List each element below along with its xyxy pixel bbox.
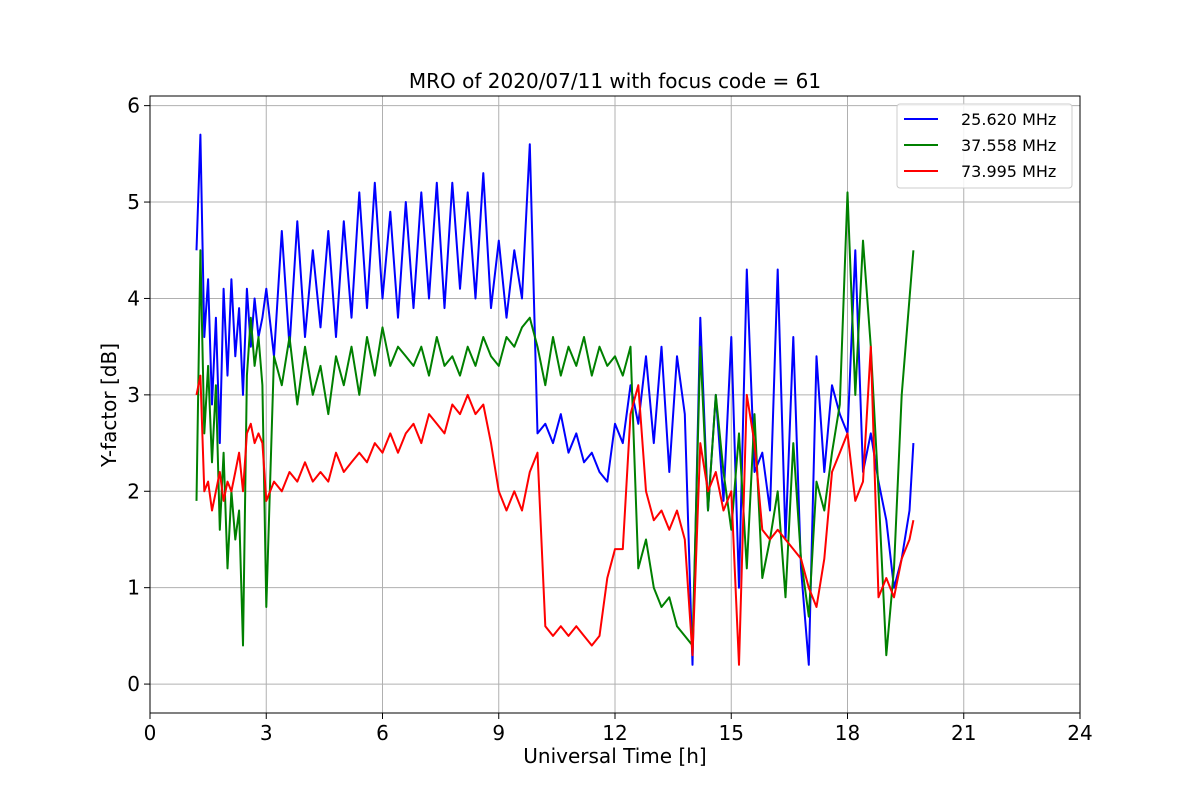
legend-label-2: 73.995 MHz (961, 162, 1056, 181)
chart-title: MRO of 2020/07/11 with focus code = 61 (409, 69, 821, 93)
x-tick-label: 3 (260, 721, 273, 745)
legend: 25.620 MHz 37.558 MHz 73.995 MHz (896, 103, 1073, 189)
legend-label-0: 25.620 MHz (961, 110, 1056, 129)
legend-box (896, 103, 1073, 189)
x-tick-label: 0 (144, 721, 157, 745)
x-tick-label: 18 (835, 721, 860, 745)
y-tick-label: 6 (127, 94, 140, 118)
x-tick-label: 15 (719, 721, 744, 745)
x-axis-label: Universal Time [h] (523, 744, 706, 768)
y-axis-label: Y-factor [dB] (97, 343, 121, 468)
series-lines (195, 133, 915, 666)
y-tick-label: 2 (127, 479, 140, 503)
series-line-1 (195, 191, 915, 657)
y-tick-label: 4 (127, 286, 140, 310)
x-tick-label: 6 (376, 721, 389, 745)
y-tick-label: 1 (127, 576, 140, 600)
x-tick-label: 24 (1067, 721, 1092, 745)
y-tick-label: 0 (127, 672, 140, 696)
y-tick-label: 3 (127, 383, 140, 407)
x-tick-label: 12 (602, 721, 627, 745)
x-tick-label: 9 (492, 721, 505, 745)
y-tick-label: 5 (127, 190, 140, 214)
x-tick-label: 21 (951, 721, 976, 745)
legend-label-1: 37.558 MHz (961, 136, 1056, 155)
series-line-2 (195, 345, 915, 666)
